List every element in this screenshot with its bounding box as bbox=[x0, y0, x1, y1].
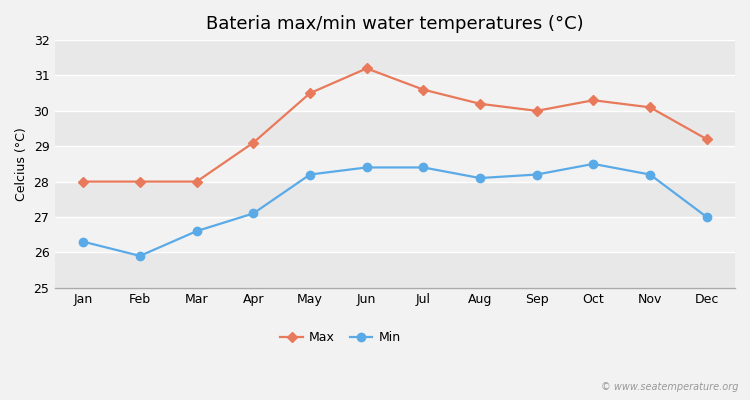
Max bbox=[136, 179, 145, 184]
Bar bbox=[55, 182, 735, 217]
Max bbox=[192, 179, 201, 184]
Max bbox=[79, 179, 88, 184]
Bar bbox=[55, 111, 735, 146]
Max bbox=[249, 140, 258, 145]
Bar bbox=[55, 40, 735, 76]
Min bbox=[646, 172, 655, 177]
Max bbox=[476, 101, 484, 106]
Min bbox=[249, 211, 258, 216]
Title: Bateria max/min water temperatures (°C): Bateria max/min water temperatures (°C) bbox=[206, 15, 584, 33]
Min bbox=[532, 172, 542, 177]
Min bbox=[476, 176, 484, 180]
Max bbox=[532, 108, 542, 113]
Bar bbox=[55, 146, 735, 182]
Bar bbox=[55, 252, 735, 288]
Min bbox=[192, 229, 201, 234]
Max bbox=[702, 137, 711, 142]
Text: © www.seatemperature.org: © www.seatemperature.org bbox=[602, 382, 739, 392]
Min bbox=[136, 254, 145, 258]
Line: Max: Max bbox=[80, 65, 710, 185]
Min bbox=[305, 172, 314, 177]
Min bbox=[589, 162, 598, 166]
Min bbox=[362, 165, 371, 170]
Legend: Max, Min: Max, Min bbox=[275, 326, 406, 349]
Max bbox=[305, 91, 314, 96]
Min bbox=[419, 165, 428, 170]
Max bbox=[589, 98, 598, 103]
Max bbox=[362, 66, 371, 71]
Y-axis label: Celcius (°C): Celcius (°C) bbox=[15, 127, 28, 201]
Min bbox=[702, 214, 711, 219]
Max bbox=[646, 105, 655, 110]
Max bbox=[419, 87, 428, 92]
Min bbox=[79, 239, 88, 244]
Line: Min: Min bbox=[80, 160, 711, 260]
Bar bbox=[55, 76, 735, 111]
Bar bbox=[55, 217, 735, 252]
